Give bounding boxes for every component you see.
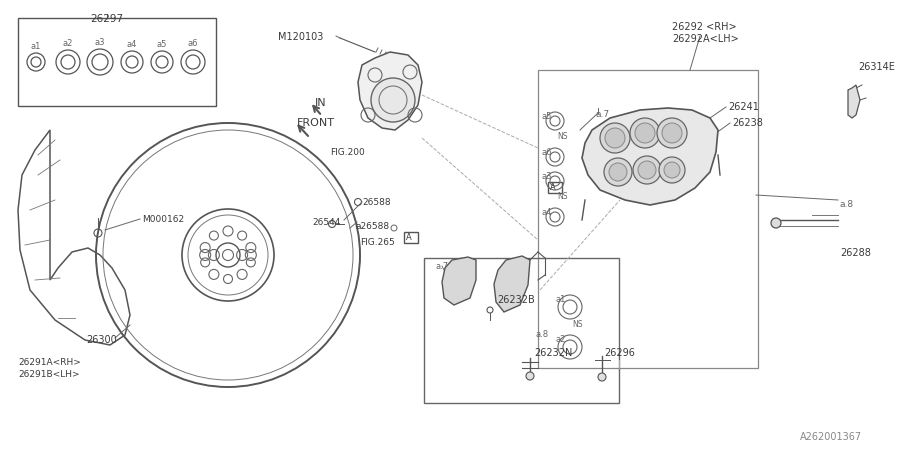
Text: M000162: M000162: [142, 215, 184, 224]
Text: A: A: [550, 183, 556, 192]
Bar: [18, 18, 216, 106]
Circle shape: [630, 118, 660, 148]
Text: IN: IN: [315, 98, 327, 108]
Circle shape: [635, 123, 655, 143]
Text: a.7: a.7: [596, 110, 610, 119]
Text: 26232N: 26232N: [534, 348, 572, 358]
Text: a3: a3: [94, 38, 105, 47]
Circle shape: [598, 373, 606, 381]
Circle shape: [662, 123, 682, 143]
Text: a2: a2: [63, 39, 73, 48]
Circle shape: [526, 372, 534, 380]
Text: 26544: 26544: [312, 218, 340, 227]
Text: 26238: 26238: [732, 118, 763, 128]
Circle shape: [604, 158, 632, 186]
Text: a.7: a.7: [436, 262, 449, 271]
Text: a.8: a.8: [840, 200, 854, 209]
Text: 26300: 26300: [86, 335, 117, 345]
Text: a1: a1: [556, 295, 566, 304]
Circle shape: [638, 161, 656, 179]
Text: NS: NS: [557, 132, 568, 141]
Text: a3: a3: [541, 172, 552, 181]
Text: a6: a6: [541, 148, 552, 157]
Text: FIG.265: FIG.265: [360, 238, 395, 247]
Bar: [404, 232, 418, 243]
Text: a26588: a26588: [356, 222, 390, 231]
Text: 26292A<LH>: 26292A<LH>: [672, 34, 739, 44]
Circle shape: [633, 156, 661, 184]
Polygon shape: [358, 52, 422, 130]
Text: a6: a6: [188, 39, 198, 48]
Circle shape: [609, 163, 627, 181]
Bar: [424, 258, 619, 403]
Polygon shape: [494, 256, 530, 312]
Circle shape: [664, 162, 680, 178]
Text: A: A: [406, 233, 412, 242]
Circle shape: [605, 128, 625, 148]
Text: 26241: 26241: [728, 102, 759, 112]
Circle shape: [771, 218, 781, 228]
Bar: [538, 70, 758, 368]
Circle shape: [600, 123, 630, 153]
Circle shape: [659, 157, 685, 183]
Circle shape: [371, 78, 415, 122]
Text: a5: a5: [541, 112, 552, 121]
Text: a5: a5: [157, 40, 167, 49]
Text: a1: a1: [31, 42, 41, 51]
Polygon shape: [442, 257, 476, 305]
Bar: [548, 182, 562, 193]
Text: 26292 <RH>: 26292 <RH>: [672, 22, 736, 32]
Text: 26232B: 26232B: [497, 295, 535, 305]
Text: 26296: 26296: [604, 348, 634, 358]
Text: a.8: a.8: [536, 330, 549, 339]
Text: FIG.200: FIG.200: [330, 148, 365, 157]
Text: a4: a4: [541, 208, 552, 217]
Text: 26291A<RH>: 26291A<RH>: [18, 358, 81, 367]
Text: 26314E: 26314E: [858, 62, 895, 72]
Text: NS: NS: [557, 192, 568, 201]
Text: 26291B<LH>: 26291B<LH>: [18, 370, 79, 379]
Text: 26288: 26288: [840, 248, 871, 258]
Text: 26588: 26588: [362, 198, 391, 207]
Text: A262001367: A262001367: [800, 432, 862, 442]
Text: FRONT: FRONT: [297, 118, 335, 128]
Text: a2: a2: [556, 335, 566, 344]
Text: NS: NS: [572, 320, 582, 329]
Text: M120103: M120103: [278, 32, 323, 42]
Polygon shape: [848, 85, 860, 118]
Text: a4: a4: [127, 40, 137, 49]
Polygon shape: [582, 108, 718, 205]
Text: 26297: 26297: [90, 14, 123, 24]
Circle shape: [657, 118, 687, 148]
